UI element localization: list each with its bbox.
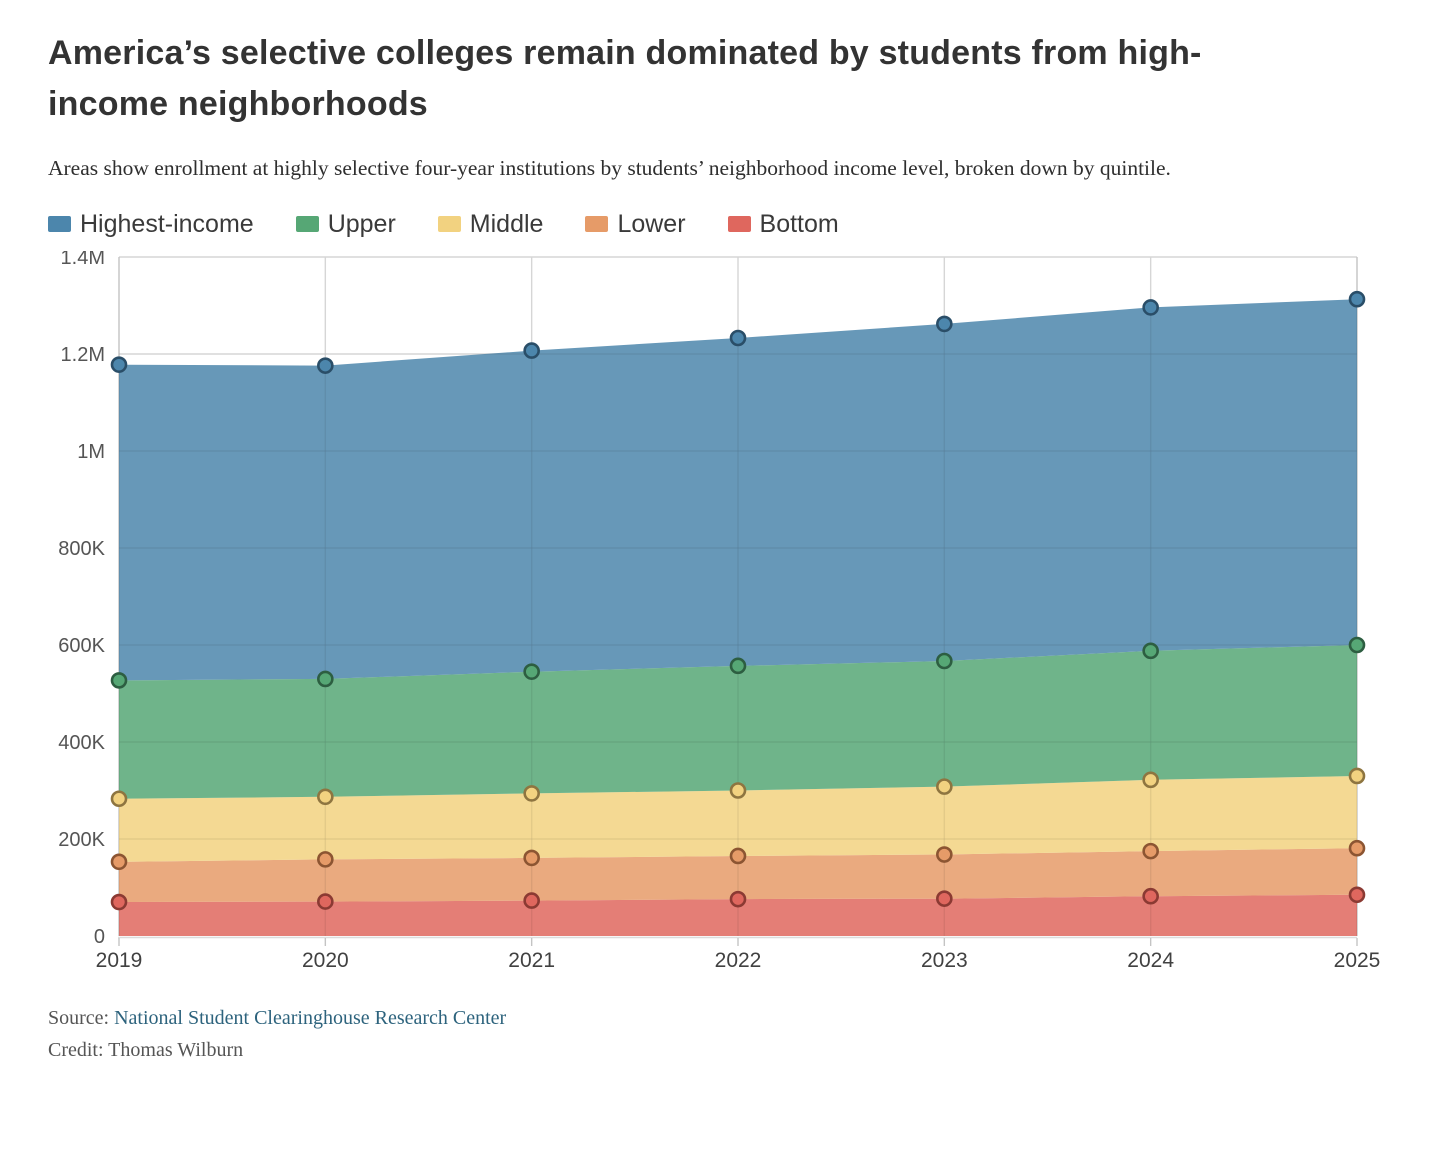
data-point-bottom-2021[interactable] <box>523 891 540 909</box>
legend-swatch-lower <box>585 216 609 233</box>
data-point-middle-2019[interactable] <box>110 790 128 807</box>
data-point-upper-2024[interactable] <box>1142 642 1159 659</box>
legend-swatch-middle <box>437 216 461 233</box>
legend-item-upper[interactable]: Upper <box>295 209 396 239</box>
data-point-highest-income-2025[interactable] <box>1348 290 1366 308</box>
data-point-lower-2019[interactable] <box>110 853 128 870</box>
chart-svg: 0 200K 400K 600K 800K 1M 1.2M 1.4M 2019 2020 2021 2… <box>58 247 1381 972</box>
data-point-highest-income-2024[interactable] <box>1142 298 1159 316</box>
credit-line: Credit: Thomas Wilburn <box>48 1039 244 1062</box>
data-point-highest-income-2020[interactable] <box>317 357 334 374</box>
y-axis-label: 400K <box>58 732 105 754</box>
y-axis-label: 1.4M <box>61 251 105 269</box>
x-axis-label: 2020 <box>302 949 349 972</box>
source-label: Source: <box>48 1006 115 1029</box>
data-point-lower-2022[interactable] <box>729 847 747 864</box>
data-point-middle-2024[interactable] <box>1142 771 1159 788</box>
data-point-bottom-2022[interactable] <box>729 890 747 908</box>
legend: Highest-income Upper Middle Lower Bottom <box>48 210 1392 239</box>
area-upper <box>119 644 1357 799</box>
source-line: Source: National Student Clearinghouse R… <box>48 1002 1392 1034</box>
legend-item-bottom[interactable]: Bottom <box>727 209 839 239</box>
data-point-bottom-2019[interactable] <box>110 893 128 911</box>
data-point-upper-2019[interactable] <box>110 671 128 689</box>
data-point-upper-2025[interactable] <box>1348 636 1366 653</box>
data-point-lower-2020[interactable] <box>317 850 334 868</box>
page: America’s selective colleges remain domi… <box>0 28 1440 1066</box>
data-point-lower-2024[interactable] <box>1142 842 1159 860</box>
chart-title: America’s selective colleges remain domi… <box>48 34 1202 123</box>
data-point-bottom-2024[interactable] <box>1142 887 1159 905</box>
data-point-middle-2021[interactable] <box>523 784 540 802</box>
data-point-highest-income-2021[interactable] <box>523 341 540 359</box>
legend-label: Highest-income <box>80 209 254 238</box>
stacked-area-chart: 0 200K 400K 600K 800K 1M 1.2M 1.4M 2019 2020 2021 2… <box>48 247 1392 986</box>
data-point-highest-income-2023[interactable] <box>936 315 953 332</box>
x-axis-label: 2023 <box>921 949 968 972</box>
legend-swatch-highest-income <box>48 216 71 233</box>
y-axis-label: 1M <box>77 441 105 463</box>
y-axis-label: 600K <box>58 635 105 657</box>
legend-swatch-bottom <box>727 216 751 233</box>
legend-item-middle[interactable]: Middle <box>437 209 544 239</box>
area-bottom <box>119 894 1357 936</box>
y-axis-label: 200K <box>58 829 105 851</box>
x-axis-label: 2019 <box>96 949 143 972</box>
y-axis-label: 800K <box>58 538 105 560</box>
data-point-lower-2021[interactable] <box>523 849 540 866</box>
area-highest-income <box>119 298 1357 681</box>
data-point-bottom-2023[interactable] <box>936 890 953 907</box>
data-point-bottom-2020[interactable] <box>317 892 334 910</box>
area-lower <box>119 847 1357 902</box>
y-axis-label: 0 <box>94 926 105 948</box>
legend-item-lower[interactable]: Lower <box>585 209 686 239</box>
source-link[interactable]: National Student Clearinghouse Research … <box>114 1006 507 1029</box>
chart-footer: Source: National Student Clearinghouse R… <box>48 1002 1392 1067</box>
data-point-highest-income-2022[interactable] <box>729 329 747 346</box>
data-point-lower-2025[interactable] <box>1348 839 1366 857</box>
data-point-upper-2020[interactable] <box>317 670 334 687</box>
data-point-upper-2022[interactable] <box>729 657 747 674</box>
area-middle <box>119 775 1357 862</box>
legend-label: Lower <box>617 209 686 238</box>
legend-item-highest-income[interactable]: Highest-income <box>48 210 254 239</box>
data-point-middle-2025[interactable] <box>1348 767 1366 784</box>
data-point-lower-2023[interactable] <box>936 845 953 863</box>
data-point-upper-2023[interactable] <box>936 652 953 669</box>
legend-label: Bottom <box>759 209 839 238</box>
x-axis-label: 2021 <box>508 949 555 972</box>
y-axis-label: 1.2M <box>61 344 105 366</box>
data-point-middle-2023[interactable] <box>936 777 953 795</box>
data-point-middle-2020[interactable] <box>317 788 334 805</box>
x-axis-label: 2022 <box>715 949 762 972</box>
chart-subtitle: Areas show enrollment at highly selectiv… <box>48 156 1171 180</box>
x-axis-label: 2025 <box>1334 949 1381 972</box>
legend-swatch-upper <box>295 216 319 233</box>
legend-label: Middle <box>469 209 544 238</box>
x-axis-label: 2024 <box>1127 949 1174 972</box>
data-point-middle-2022[interactable] <box>729 781 747 799</box>
data-point-bottom-2025[interactable] <box>1348 886 1366 903</box>
legend-label: Upper <box>327 209 396 238</box>
data-point-highest-income-2019[interactable] <box>110 356 128 373</box>
data-point-upper-2021[interactable] <box>523 663 540 680</box>
